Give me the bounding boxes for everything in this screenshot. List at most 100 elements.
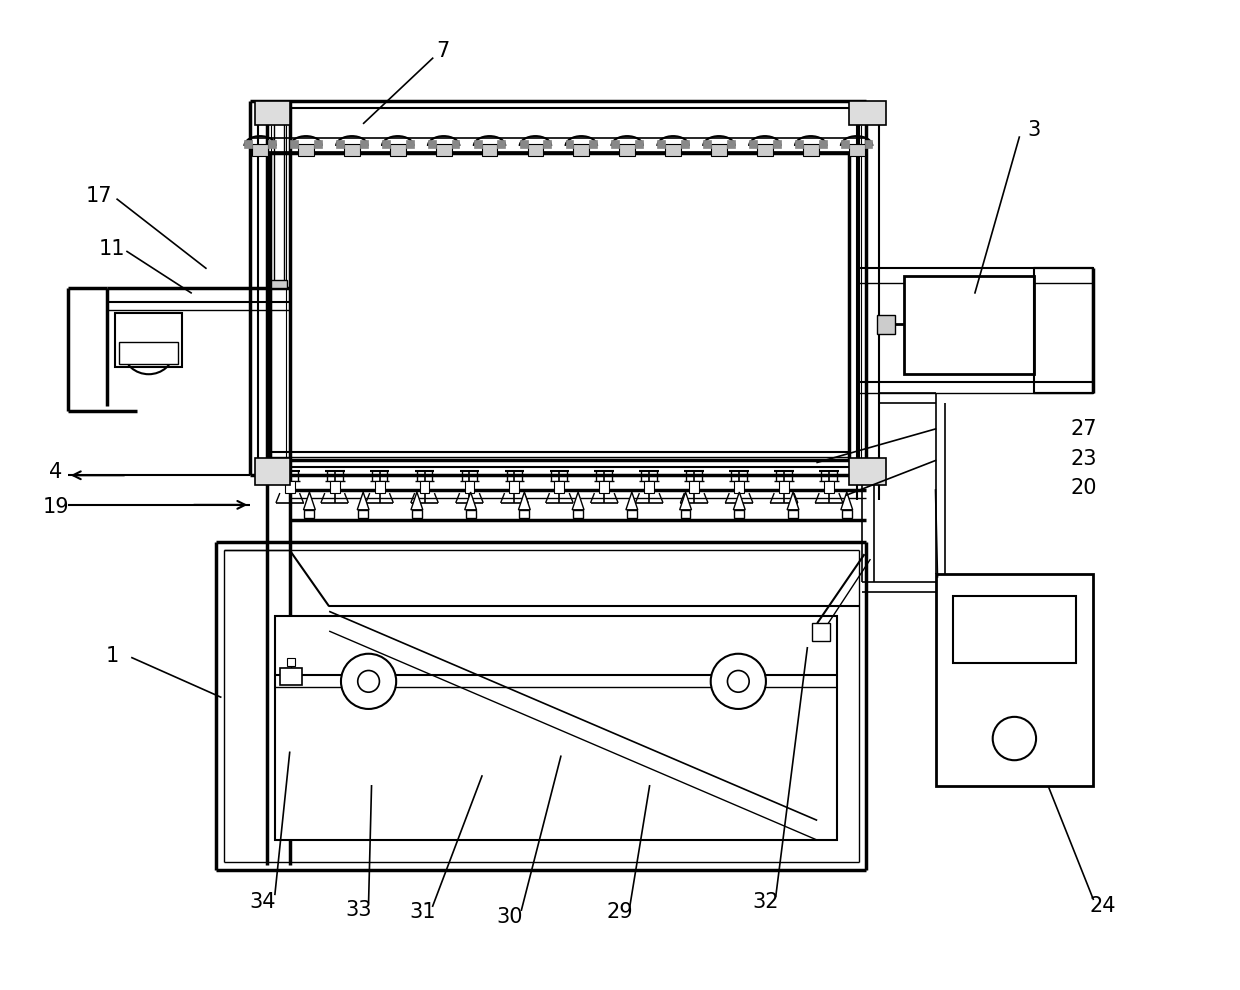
Bar — [554, 481, 564, 493]
Bar — [115, 313, 182, 367]
Bar — [627, 510, 637, 518]
Bar — [802, 144, 818, 155]
Bar — [314, 140, 322, 148]
Bar — [543, 140, 552, 148]
Bar — [474, 140, 481, 148]
Polygon shape — [572, 492, 584, 510]
Bar — [275, 616, 837, 841]
Text: 19: 19 — [42, 497, 69, 517]
Bar — [412, 510, 422, 518]
Polygon shape — [787, 492, 799, 510]
Bar — [565, 140, 573, 148]
Bar — [812, 623, 830, 641]
Bar — [727, 140, 735, 148]
Bar — [451, 140, 460, 148]
Bar — [848, 457, 887, 485]
Bar — [795, 140, 802, 148]
Bar — [330, 481, 340, 493]
Bar — [255, 457, 290, 485]
Bar — [358, 510, 368, 518]
Bar — [818, 140, 827, 148]
Text: 7: 7 — [436, 42, 449, 61]
Text: 3: 3 — [1028, 120, 1040, 141]
Bar — [589, 140, 598, 148]
Bar — [286, 657, 295, 665]
Bar — [573, 144, 589, 155]
Bar — [904, 276, 1034, 374]
Bar — [280, 667, 301, 685]
Text: 34: 34 — [249, 892, 277, 912]
Bar — [864, 140, 873, 148]
Bar — [749, 140, 756, 148]
Bar — [611, 140, 619, 148]
Bar — [842, 510, 852, 518]
Bar — [954, 596, 1075, 662]
Bar — [405, 140, 414, 148]
Bar — [599, 481, 609, 493]
Bar — [255, 101, 290, 126]
Bar — [635, 140, 644, 148]
Text: 23: 23 — [1070, 448, 1096, 468]
Bar — [1034, 268, 1094, 393]
Text: 17: 17 — [86, 186, 113, 206]
Bar — [703, 140, 711, 148]
Circle shape — [728, 670, 749, 692]
Bar — [789, 510, 799, 518]
Bar — [848, 101, 887, 126]
Bar — [711, 144, 727, 155]
Bar — [119, 343, 179, 364]
Bar — [520, 510, 529, 518]
Bar — [428, 140, 435, 148]
Polygon shape — [733, 492, 745, 510]
Bar — [619, 144, 635, 155]
Polygon shape — [410, 492, 423, 510]
Polygon shape — [465, 492, 476, 510]
Bar — [465, 481, 475, 493]
Polygon shape — [518, 492, 531, 510]
Bar — [389, 144, 405, 155]
Bar — [481, 144, 497, 155]
Bar — [435, 144, 451, 155]
Bar — [336, 140, 343, 148]
Bar — [573, 510, 583, 518]
Bar — [466, 510, 476, 518]
Bar — [756, 144, 773, 155]
Bar — [773, 140, 781, 148]
Text: 31: 31 — [409, 902, 436, 922]
Text: 30: 30 — [496, 907, 523, 927]
Bar — [935, 574, 1094, 786]
Bar — [657, 140, 665, 148]
Bar — [290, 140, 298, 148]
Bar — [520, 140, 527, 148]
Bar — [270, 152, 848, 460]
Bar — [252, 144, 268, 155]
Bar — [825, 481, 835, 493]
Bar — [268, 140, 275, 148]
Bar — [343, 144, 360, 155]
Polygon shape — [841, 492, 853, 510]
Text: 20: 20 — [1070, 478, 1096, 498]
Text: 24: 24 — [1090, 896, 1116, 916]
Bar — [848, 144, 864, 155]
Bar — [419, 481, 429, 493]
Circle shape — [993, 717, 1037, 760]
Polygon shape — [626, 492, 637, 510]
Text: 32: 32 — [753, 892, 779, 912]
Bar — [645, 481, 655, 493]
Bar — [360, 140, 368, 148]
Bar — [497, 140, 506, 148]
Bar — [734, 481, 744, 493]
Bar — [305, 510, 315, 518]
Bar — [681, 140, 689, 148]
Bar — [779, 481, 789, 493]
Bar — [527, 144, 543, 155]
Polygon shape — [304, 492, 315, 510]
Bar — [689, 481, 699, 493]
Text: 27: 27 — [1070, 419, 1096, 439]
Bar — [244, 140, 252, 148]
Text: 33: 33 — [346, 900, 372, 920]
Bar — [374, 481, 384, 493]
Bar — [285, 481, 295, 493]
Text: 1: 1 — [105, 645, 119, 665]
Bar — [734, 510, 744, 518]
